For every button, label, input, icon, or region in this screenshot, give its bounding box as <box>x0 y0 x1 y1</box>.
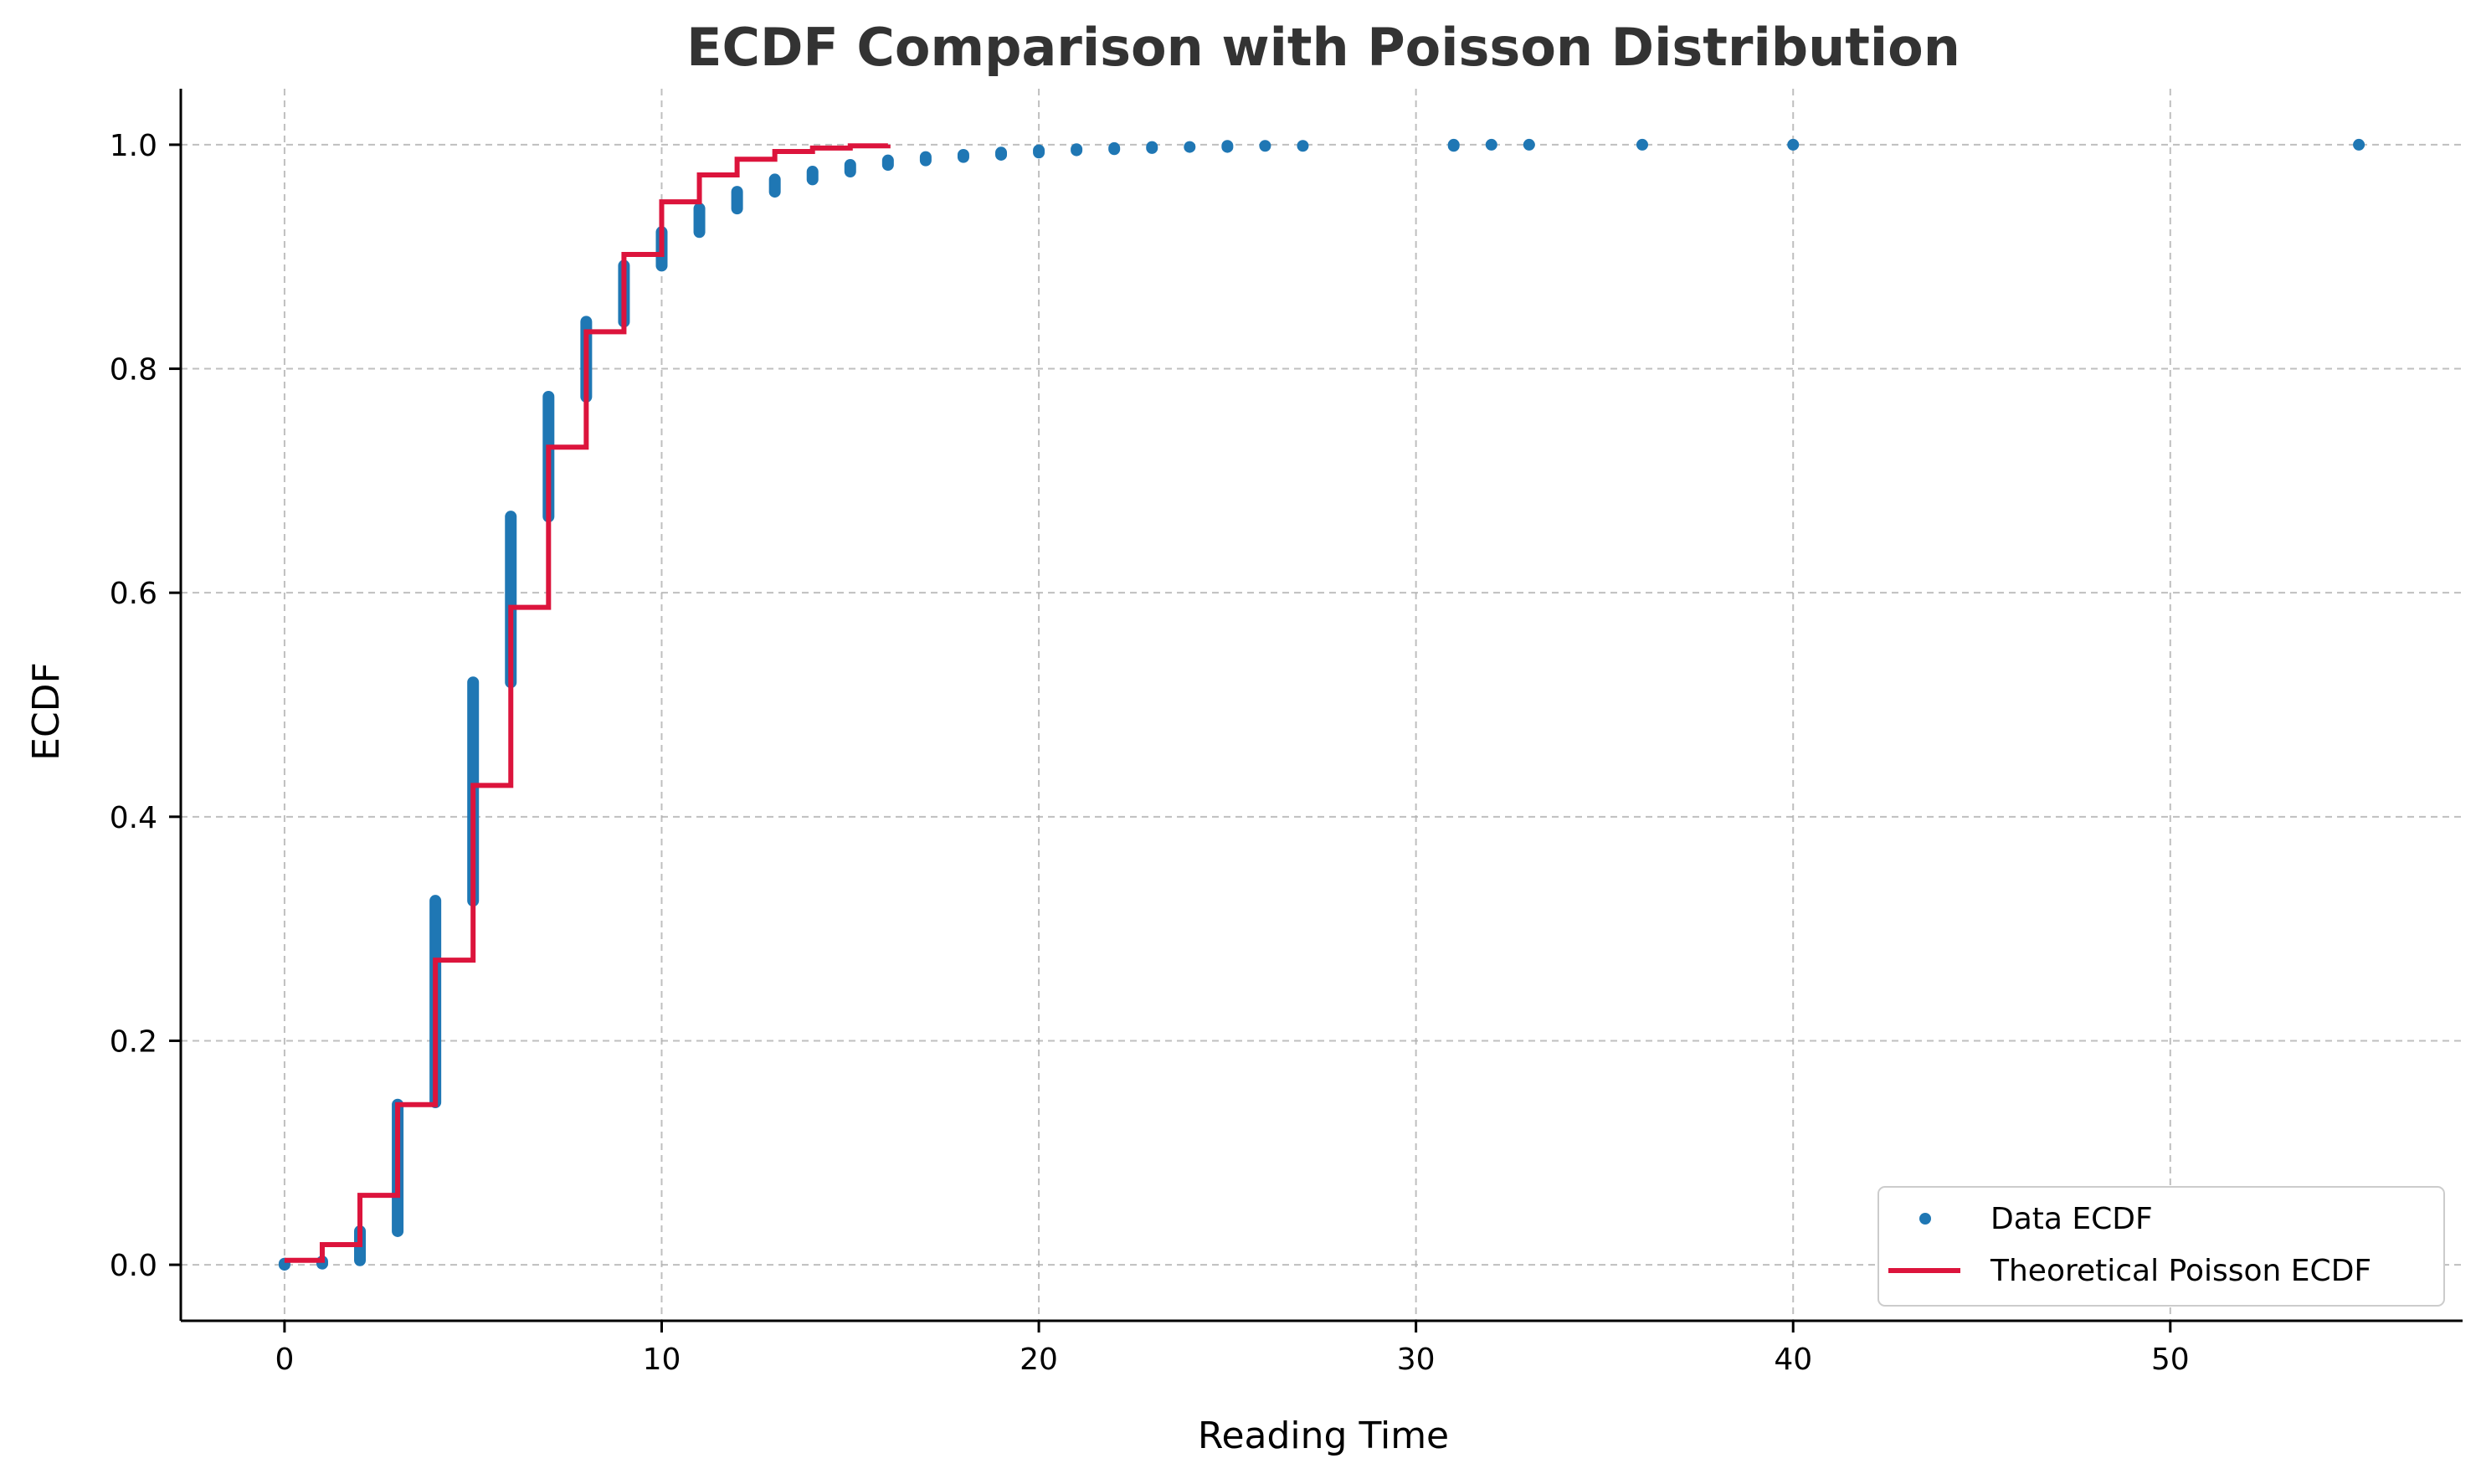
x-tick-label: 10 <box>643 1343 681 1377</box>
data-ecdf-point <box>1297 140 1309 152</box>
data-ecdf-point <box>1259 140 1271 152</box>
y-tick-label: 0.2 <box>110 1024 157 1059</box>
x-tick-label: 50 <box>2151 1343 2190 1377</box>
data-ecdf-point <box>1184 141 1196 153</box>
axes: 0 10 20 30 40 50 0.0 0.2 0.4 0.6 0.8 1.0 <box>110 89 2463 1377</box>
poisson-ecdf-line <box>284 143 891 1263</box>
x-axis-label: Reading Time <box>1198 1415 1449 1457</box>
chart-title: ECDF Comparison with Poisson Distributio… <box>686 17 1960 78</box>
legend-data-marker <box>1919 1213 1931 1225</box>
data-ecdf-point <box>1636 138 1648 151</box>
legend-label-data-ecdf: Data ECDF <box>1990 1202 2153 1236</box>
y-tick-label: 0.8 <box>110 353 157 388</box>
data-ecdf-point <box>2353 138 2365 151</box>
legend-box <box>1877 1186 2445 1307</box>
x-tick-label: 20 <box>1020 1343 1058 1377</box>
data-ecdf-series <box>278 138 2365 1271</box>
data-ecdf-point <box>1485 138 1497 151</box>
legend-label-poisson-ecdf: Theoretical Poisson ECDF <box>1990 1254 2371 1288</box>
x-tick-label: 0 <box>275 1343 294 1377</box>
y-tick-label: 0.0 <box>110 1249 157 1283</box>
legend: Data ECDF Theoretical Poisson ECDF <box>1877 1186 2445 1307</box>
plot-data <box>278 138 2365 1271</box>
data-ecdf-point <box>1787 138 1800 151</box>
x-tick-label: 40 <box>1774 1343 1812 1377</box>
y-tick-label: 1.0 <box>110 129 157 163</box>
data-ecdf-point <box>1523 138 1535 151</box>
x-tick-label: 30 <box>1397 1343 1436 1377</box>
y-tick-label: 0.6 <box>110 577 157 611</box>
y-axis-label: ECDF <box>25 662 68 761</box>
y-tick-label: 0.4 <box>110 801 157 835</box>
grid-lines <box>181 89 2463 1321</box>
